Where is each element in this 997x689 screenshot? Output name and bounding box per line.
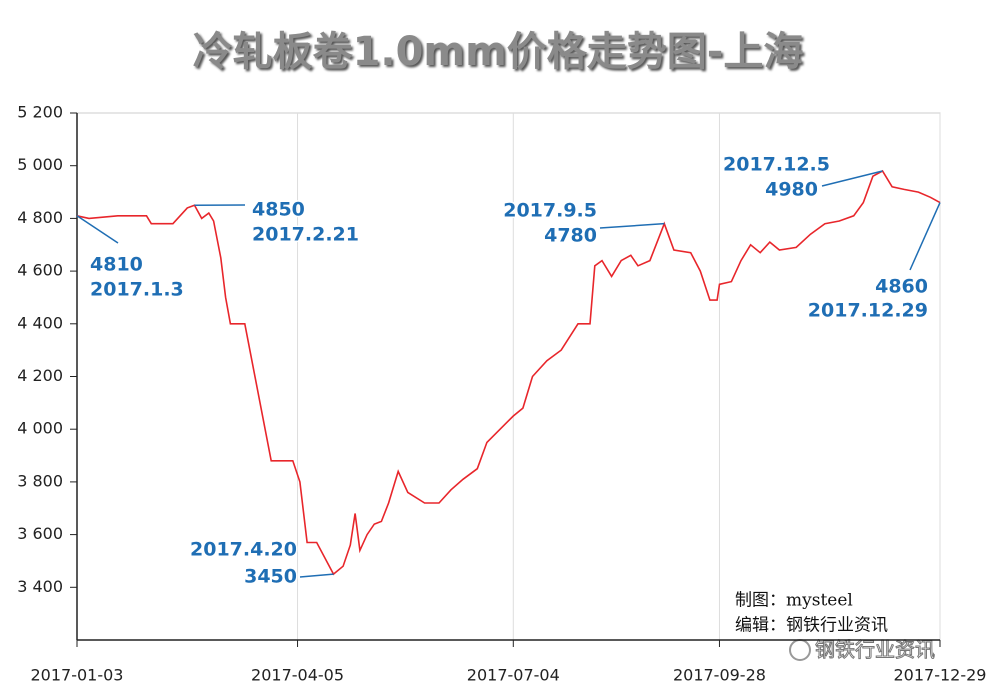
annotation-value: 4980: [765, 179, 818, 201]
annotation-date: 2017.12.29: [808, 300, 928, 322]
annotation-date: 2017.9.5: [503, 200, 597, 222]
annotation-value: 4860: [875, 276, 928, 298]
annotation-value: 3450: [244, 566, 297, 588]
watermark: 钢铁行业资讯: [815, 638, 935, 662]
chart-title: 冷轧板卷1.0mm价格走势图-上海: [193, 29, 804, 75]
annotation-value: 4850: [252, 199, 305, 221]
annotation-date: 2017.2.21: [252, 224, 359, 246]
y-tick-label: 5 200: [17, 103, 63, 122]
annotation-leader: [909, 202, 941, 271]
y-tick-label: 3 800: [17, 471, 63, 490]
x-tick-label: 2017-07-04: [467, 666, 560, 685]
price-line: [76, 169, 941, 576]
annotation-value: 4810: [90, 254, 143, 276]
annotation-date: 2017.4.20: [190, 539, 297, 561]
y-tick-label: 4 600: [17, 261, 63, 280]
annotation-date: 2017.1.3: [90, 279, 184, 301]
annotation-leader: [76, 215, 119, 244]
y-tick-label: 3 600: [17, 524, 63, 543]
x-tick-label: 2017-01-03: [31, 666, 124, 685]
x-tick-label: 2017-04-05: [251, 666, 344, 685]
x-tick-label: 2017-09-28: [673, 666, 766, 685]
annotation-leader: [299, 573, 334, 578]
y-tick-label: 4 000: [17, 419, 63, 438]
annotation-date: 2017.12.5: [723, 154, 830, 176]
annotation-leader: [821, 170, 883, 187]
y-tick-label: 3 400: [17, 577, 63, 596]
watermark-icon: [789, 639, 811, 661]
credit: 制图：mysteel: [735, 591, 853, 611]
y-tick-label: 4 800: [17, 208, 63, 227]
credit: 编辑：钢铁行业资讯: [735, 616, 888, 636]
y-tick-label: 4 200: [17, 366, 63, 385]
y-tick-label: 4 400: [17, 313, 63, 332]
y-tick-label: 5 000: [17, 155, 63, 174]
x-tick-label: 2017-12-29: [894, 666, 987, 685]
annotation-value: 4780: [544, 225, 597, 247]
annotation-leader: [599, 222, 665, 229]
